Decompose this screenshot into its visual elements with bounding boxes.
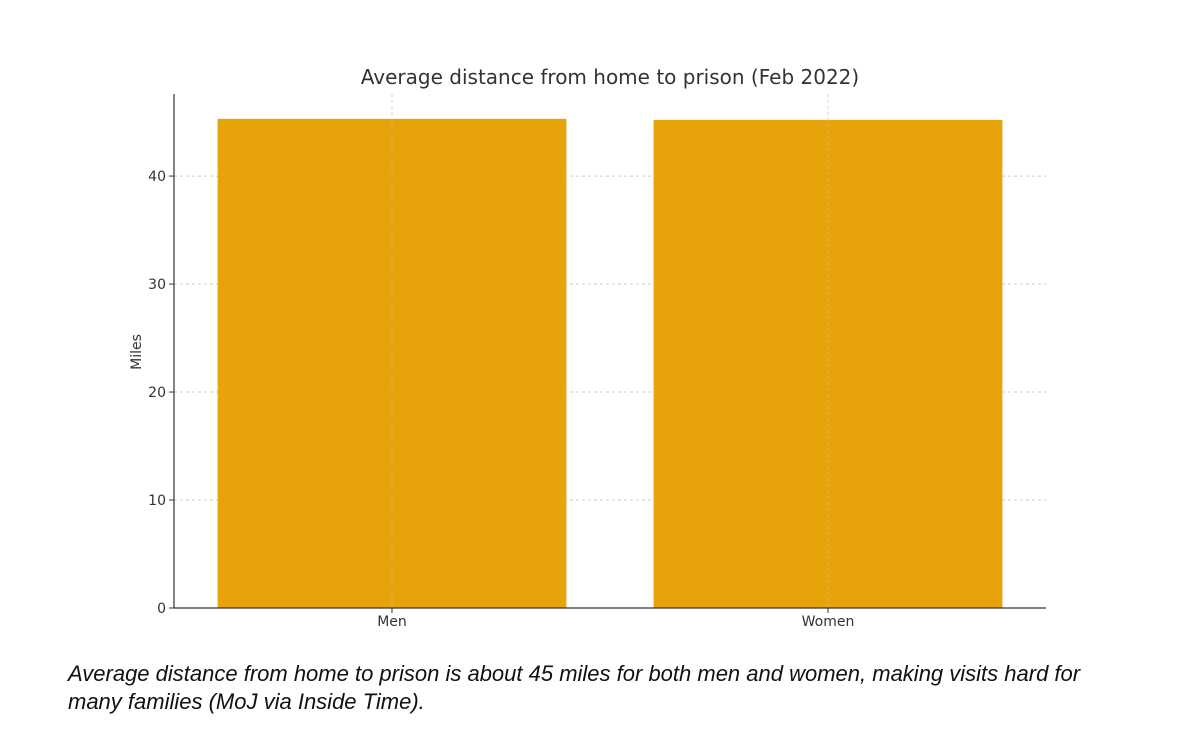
- bar-chart: Average distance from home to prison (Fe…: [129, 65, 1046, 630]
- chart-caption: Average distance from home to prison is …: [68, 661, 1081, 714]
- x-tick-label: Men: [377, 614, 407, 630]
- y-tick-label: 0: [157, 601, 166, 617]
- y-tick-label: 30: [148, 277, 166, 293]
- chart-title: Average distance from home to prison (Fe…: [361, 65, 859, 89]
- x-tick-label: Women: [802, 614, 855, 630]
- bar-men: [217, 118, 567, 609]
- bar-women: [653, 119, 1003, 609]
- y-tick-label: 10: [148, 493, 166, 509]
- tick-labels: 0 10 20 30 40 Men Women: [148, 169, 854, 630]
- y-tick-label: 40: [148, 169, 166, 185]
- bars: [217, 94, 1003, 609]
- axes: [169, 94, 1046, 613]
- y-axis-label: Miles: [129, 334, 145, 370]
- y-tick-label: 20: [148, 385, 166, 401]
